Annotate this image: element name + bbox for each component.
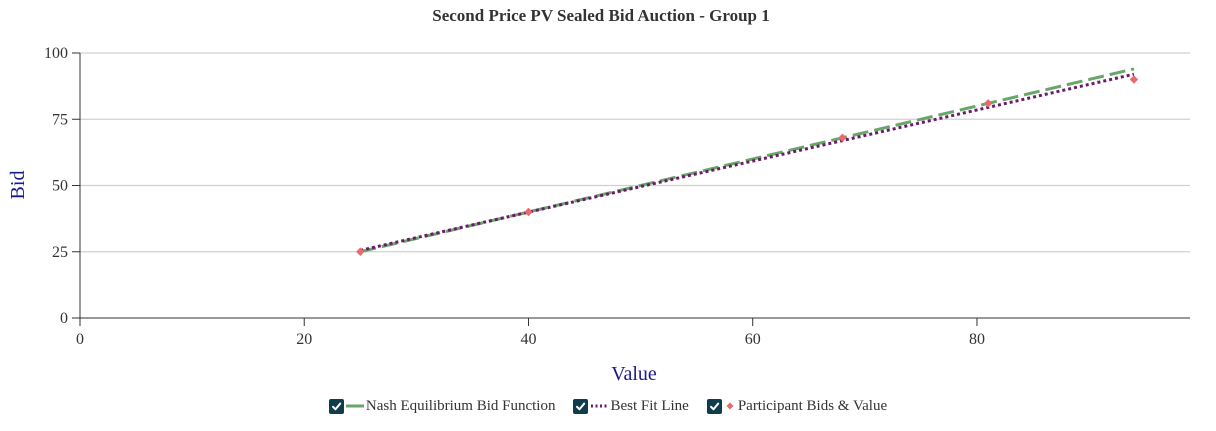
- x-tick-label: 60: [745, 331, 761, 348]
- checkbox-checked-icon[interactable]: [573, 398, 589, 414]
- nash-equilibrium-line: [359, 67, 1135, 254]
- y-axis-label: Bid: [7, 171, 29, 200]
- x-axis-label: Value: [611, 363, 657, 385]
- tick-labels: 0 25 50 75 100 0 20 40 60 80: [44, 45, 985, 348]
- y-tick-label: 0: [60, 310, 68, 327]
- x-tick-label: 40: [520, 331, 536, 348]
- data-point-diamond: [1129, 75, 1139, 84]
- data-point-diamond: [524, 207, 533, 217]
- data-point-diamond: [983, 99, 993, 108]
- dotted-line-swatch-icon: [591, 404, 609, 408]
- chart-title: Second Price PV Sealed Bid Auction - Gro…: [432, 6, 770, 25]
- y-tick-label: 75: [52, 111, 68, 128]
- legend-label: Best Fit Line: [610, 397, 689, 414]
- legend-label: Nash Equilibrium Bid Function: [365, 397, 556, 414]
- best-fit-line: [359, 72, 1135, 252]
- y-tick-label: 50: [52, 178, 68, 195]
- checkbox-checked-icon[interactable]: [706, 398, 722, 414]
- x-tick-label: 20: [296, 331, 312, 348]
- solid-line-swatch-icon: [345, 404, 364, 408]
- y-tick-label: 25: [52, 244, 68, 261]
- diamond-marker-swatch-icon: [726, 402, 734, 410]
- legend-label: Participant Bids & Value: [737, 397, 888, 414]
- checkbox-checked-icon[interactable]: [328, 398, 344, 414]
- legend-item-participant-bids[interactable]: Participant Bids & Value: [706, 397, 888, 415]
- data-point-diamond: [356, 247, 365, 256]
- legend-item-nash[interactable]: Nash Equilibrium Bid Function: [328, 397, 556, 415]
- x-tick-label: 80: [969, 331, 985, 348]
- legend-item-best-fit[interactable]: Best Fit Line: [573, 397, 689, 415]
- y-tick-label: 100: [44, 45, 68, 62]
- grid-lines: [80, 52, 1190, 253]
- data-point-diamond: [838, 133, 847, 142]
- x-tick-label: 0: [76, 331, 84, 348]
- axes: [72, 52, 1190, 326]
- series: [356, 67, 1139, 256]
- legend: Nash Equilibrium Bid Function Best Fit L…: [0, 393, 1216, 419]
